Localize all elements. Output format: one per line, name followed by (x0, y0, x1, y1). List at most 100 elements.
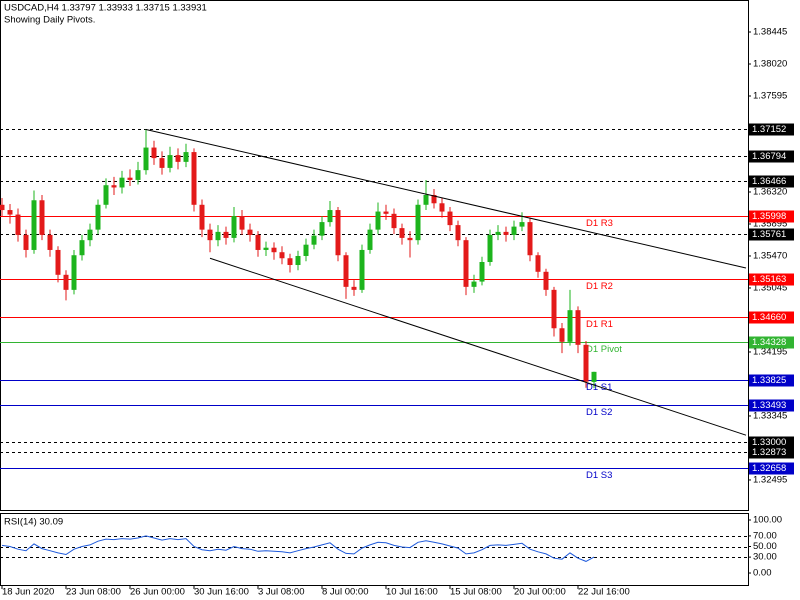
candle-body (511, 226, 517, 235)
candle-body (327, 210, 333, 223)
candle-body (431, 194, 437, 204)
pivot-name: D1 R3 (586, 218, 613, 229)
price-level-label: 1.32658 (752, 463, 786, 474)
candle-body (23, 234, 29, 250)
price-level-label: 1.35163 (752, 274, 786, 285)
candle-body (591, 371, 597, 382)
price-level-label: 1.35761 (752, 229, 786, 240)
candle-body (383, 211, 389, 214)
x-tick-label: 15 Jul 08:00 (450, 587, 502, 598)
candle-body (55, 249, 61, 275)
x-tick-label: 3 Jul 08:00 (258, 587, 304, 598)
chart-title: USDCAD,H4 1.33797 1.33933 1.33715 1.3393… (4, 3, 207, 14)
candle-body (143, 147, 149, 171)
candle-body (239, 216, 245, 230)
candle-body (335, 210, 341, 256)
candle-body (543, 271, 549, 290)
candle-body (39, 200, 45, 235)
candle-body (63, 274, 69, 290)
candle-body (471, 281, 477, 287)
candle-body (575, 310, 581, 345)
y-tick-label: 1.35895 (753, 218, 787, 229)
y-tick-label: 1.38445 (753, 27, 787, 38)
candle-body (223, 231, 229, 238)
candle-body (311, 235, 317, 245)
pivot-name: D1 S2 (586, 407, 612, 418)
price-level-label: 1.33000 (752, 437, 786, 448)
candle-body (199, 204, 205, 230)
rsi-title: RSI(14) 30.09 (4, 517, 63, 528)
y-tick-label: 1.32495 (753, 474, 787, 485)
price-level-box (749, 399, 794, 412)
candle-body (399, 228, 405, 238)
candle-body (567, 310, 573, 342)
candle-body (47, 234, 53, 250)
candle-body (0, 204, 5, 211)
x-tick-label: 10 Jul 16:00 (386, 587, 438, 598)
y-tick-label: 50.00 (753, 541, 777, 552)
candle-body (407, 237, 413, 241)
candle-body (191, 152, 197, 205)
price-level-box (749, 228, 794, 241)
candle-body (519, 222, 525, 227)
candle-body (375, 211, 381, 230)
price-level-label: 1.33493 (752, 400, 786, 411)
candle-body (255, 234, 261, 250)
price-level-box (749, 210, 794, 223)
x-tick-label: 22 Jul 16:00 (578, 587, 630, 598)
x-tick-label: 30 Jun 16:00 (194, 587, 249, 598)
candle-body (391, 213, 397, 229)
candle-body (287, 258, 293, 266)
candle-body (119, 177, 125, 188)
candle-body (487, 234, 493, 263)
candle-body (479, 262, 485, 282)
x-tick-label: 18 Jun 2020 (2, 587, 54, 598)
candle-body (183, 152, 189, 162)
candle-body (167, 155, 173, 168)
trendline (209, 257, 747, 436)
y-tick-label: 1.35045 (753, 282, 787, 293)
y-tick-label: 100.00 (753, 515, 782, 526)
candle-body (359, 249, 365, 290)
pivot-name: D1 Pivot (586, 344, 622, 355)
price-level-box (749, 436, 794, 449)
rsi-panel (0, 513, 749, 586)
candle-body (535, 255, 541, 272)
candle-body (127, 177, 133, 180)
candle-body (151, 147, 157, 159)
candle-body (71, 255, 77, 290)
trendline (145, 129, 747, 269)
x-tick-label: 23 Jun 08:00 (66, 587, 121, 598)
price-level-label: 1.34328 (752, 337, 786, 348)
candle-body (351, 286, 357, 290)
y-tick-label: 1.38020 (753, 59, 787, 70)
candle-body (231, 216, 237, 238)
price-level-box (749, 175, 794, 188)
price-level-box (749, 273, 794, 286)
price-panel (0, 0, 749, 511)
candle-body (583, 344, 589, 382)
rsi-line (1, 535, 595, 562)
y-tick-label: 1.33345 (753, 410, 787, 421)
price-level-box (749, 336, 794, 349)
candle-body (367, 229, 373, 250)
candle-body (263, 247, 269, 250)
price-level-box (749, 150, 794, 163)
candle-body (503, 231, 509, 235)
candle-body (447, 211, 453, 226)
y-tick-label: 1.35470 (753, 250, 787, 261)
chart-subtitle: Showing Daily Pivots. (4, 15, 95, 26)
candle-body (135, 170, 141, 180)
price-level-label: 1.33825 (752, 375, 786, 386)
candle-body (7, 210, 13, 215)
candle-body (79, 240, 85, 256)
price-level-label: 1.34660 (752, 312, 786, 323)
candle-body (279, 252, 285, 259)
x-tick-label: 20 Jul 00:00 (514, 587, 566, 598)
candle-body (87, 229, 93, 241)
candle-body (95, 204, 101, 230)
candle-body (247, 229, 253, 235)
price-level-label: 1.32873 (752, 447, 786, 458)
